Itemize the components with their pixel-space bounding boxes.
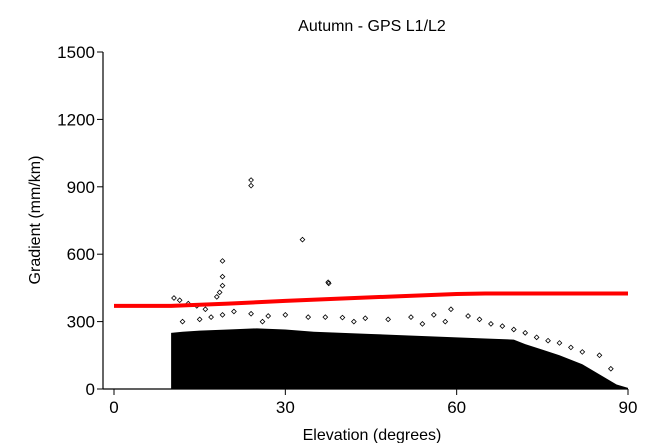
y-tick-label: 900 bbox=[67, 178, 95, 197]
scatter-point bbox=[265, 313, 272, 319]
scatter-point bbox=[325, 280, 332, 287]
scatter-point bbox=[362, 315, 369, 322]
scatter-point bbox=[196, 316, 203, 323]
scatter-point bbox=[179, 318, 186, 325]
scatter-point bbox=[213, 294, 220, 300]
scatter-point bbox=[216, 289, 223, 296]
scatter-point bbox=[419, 320, 426, 327]
x-tick-label: 60 bbox=[447, 398, 466, 417]
x-tick-label: 0 bbox=[109, 398, 118, 417]
scatter-point bbox=[259, 318, 266, 325]
scatter-point bbox=[385, 316, 391, 323]
scatter-point bbox=[231, 308, 237, 315]
scatter-point bbox=[608, 365, 614, 372]
x-tick-label: 30 bbox=[276, 398, 295, 417]
scatter-point bbox=[568, 344, 574, 351]
scatter-point bbox=[408, 314, 414, 320]
scatter-point bbox=[556, 340, 563, 346]
scatter-point bbox=[219, 273, 226, 280]
axis-ticks: 0 300 600 900 1200 1500 0 30 60 90 bbox=[57, 43, 637, 417]
scatter-point bbox=[596, 352, 603, 359]
scatter-point bbox=[448, 306, 454, 313]
scatter-point bbox=[522, 329, 529, 336]
y-tick-label: 0 bbox=[86, 380, 95, 399]
scatter-point bbox=[282, 311, 289, 318]
chart-title: Autumn - GPS L1/L2 bbox=[298, 18, 446, 35]
scatter-point bbox=[533, 334, 540, 341]
scatter-point bbox=[545, 337, 551, 344]
threshold-line bbox=[114, 291, 628, 308]
scatter-point bbox=[248, 182, 254, 189]
y-tick-label: 1200 bbox=[57, 110, 95, 129]
scatter-point bbox=[579, 349, 586, 355]
x-axis-label: Elevation (degrees) bbox=[303, 427, 442, 443]
scatter-point bbox=[351, 318, 357, 325]
y-axis-label: Gradient (mm/km) bbox=[27, 156, 44, 285]
scatter-point bbox=[202, 306, 209, 313]
scatter-point bbox=[219, 282, 226, 289]
scatter-point bbox=[488, 320, 494, 327]
scatter-point bbox=[476, 316, 483, 323]
y-tick-label: 600 bbox=[67, 245, 95, 264]
scatter-point bbox=[430, 311, 437, 318]
scatter-point bbox=[510, 326, 517, 333]
scatter-point bbox=[499, 323, 506, 329]
scatter-point bbox=[442, 318, 449, 325]
plot-area bbox=[114, 177, 628, 389]
scatter-point bbox=[339, 314, 346, 321]
scatter-point bbox=[171, 295, 177, 301]
scatter-point bbox=[305, 314, 312, 320]
scatter-point bbox=[219, 311, 226, 318]
scatter-point-cloud bbox=[171, 328, 628, 389]
scatter-point bbox=[219, 258, 226, 264]
scatter-point bbox=[465, 313, 471, 319]
x-tick-label: 90 bbox=[619, 398, 638, 417]
y-tick-label: 300 bbox=[67, 313, 95, 332]
scatter-point bbox=[299, 236, 306, 243]
scatter-point bbox=[248, 177, 254, 183]
scatter-point bbox=[208, 314, 214, 320]
scatter-point bbox=[322, 314, 329, 320]
scatter-point bbox=[248, 310, 254, 317]
scatter-point bbox=[176, 297, 183, 304]
y-tick-label: 1500 bbox=[57, 43, 95, 62]
